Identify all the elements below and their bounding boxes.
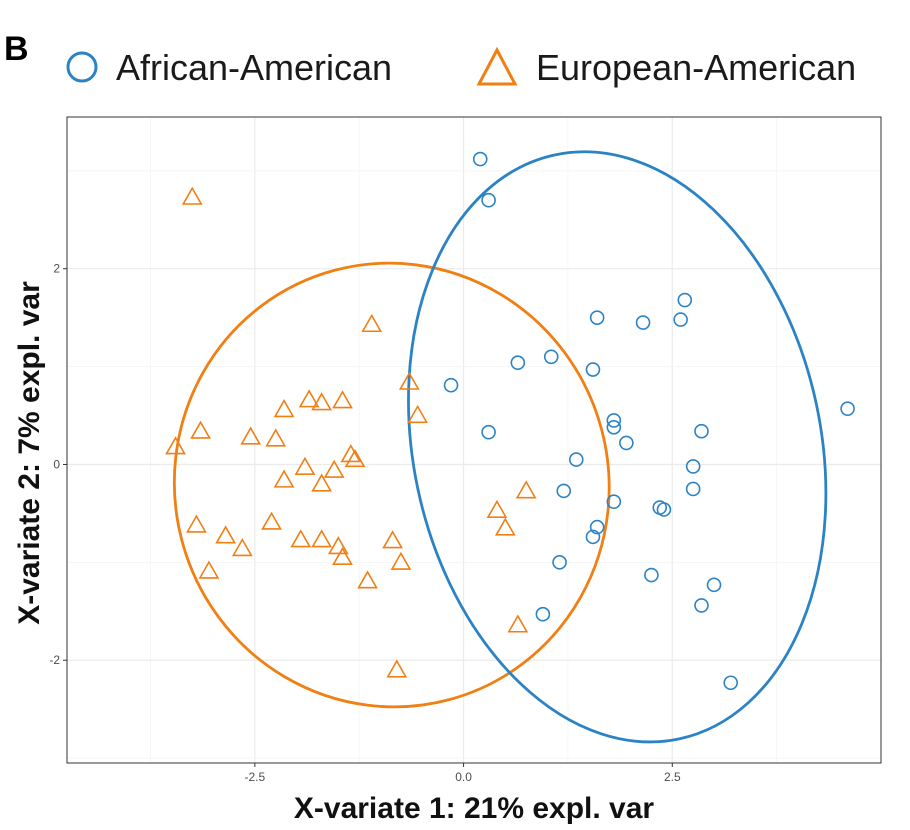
point-african-american xyxy=(585,529,601,545)
point-european-american xyxy=(332,390,353,409)
point-african-american xyxy=(606,419,622,435)
axis-ticks: -2.5 0.0 2.5 -2 0 2 xyxy=(49,262,681,784)
point-african-american xyxy=(723,675,739,691)
point-european-american xyxy=(327,536,349,555)
point-european-american xyxy=(273,469,295,488)
point-african-american xyxy=(481,424,496,440)
point-european-american xyxy=(198,560,220,579)
point-african-american xyxy=(568,452,584,467)
point-european-american xyxy=(486,499,508,519)
point-european-american xyxy=(311,392,333,411)
point-african-american xyxy=(840,401,855,416)
y-tick-label: 2 xyxy=(53,262,60,276)
point-european-american xyxy=(382,530,403,549)
point-european-american xyxy=(261,511,282,530)
point-african-american xyxy=(644,567,659,583)
point-african-american xyxy=(552,555,567,570)
x-axis-title: X-variate 1: 21% expl. var xyxy=(294,792,655,825)
point-european-american xyxy=(273,399,295,418)
point-african-american xyxy=(585,362,601,377)
legend-circle-icon xyxy=(66,51,98,83)
point-european-american xyxy=(357,570,378,589)
point-african-american xyxy=(472,151,488,167)
point-african-american xyxy=(656,502,672,517)
point-african-american xyxy=(535,606,551,622)
point-european-american xyxy=(386,659,408,678)
ellipse-african-american xyxy=(407,150,828,744)
point-european-american xyxy=(507,614,529,633)
point-african-american xyxy=(510,355,526,370)
point-african-american xyxy=(677,292,693,308)
ellipse-european-american xyxy=(172,261,611,709)
point-african-american xyxy=(685,459,701,474)
legend: African-American European-American xyxy=(66,46,856,88)
point-african-american xyxy=(589,519,605,535)
plot-background xyxy=(67,117,881,763)
x-tick-label: -2.5 xyxy=(245,770,266,784)
point-european-american xyxy=(231,538,253,557)
point-european-american xyxy=(215,525,237,544)
point-african-american xyxy=(685,481,701,497)
point-african-american xyxy=(673,312,688,327)
point-european-american xyxy=(332,546,353,566)
point-european-american xyxy=(265,428,287,447)
point-european-american xyxy=(240,426,262,445)
point-european-american xyxy=(407,404,429,424)
point-african-american xyxy=(556,483,572,499)
grid-lines xyxy=(67,117,882,763)
point-european-american xyxy=(494,517,516,536)
plot-frame xyxy=(66,116,882,764)
point-african-american xyxy=(443,377,459,393)
point-european-american xyxy=(311,473,333,492)
legend-triangle-icon xyxy=(476,46,518,86)
point-african-american xyxy=(606,494,622,509)
legend-label-african-american: African-American xyxy=(116,47,392,88)
point-european-american xyxy=(515,480,537,499)
y-tick-label: -2 xyxy=(49,653,60,667)
point-european-american xyxy=(294,456,316,475)
point-european-american xyxy=(290,529,312,548)
point-european-american xyxy=(311,529,333,548)
point-european-american xyxy=(344,448,366,468)
point-european-american xyxy=(165,436,186,455)
point-european-american xyxy=(361,313,383,333)
point-african-american xyxy=(635,315,651,330)
legend-label-european-american: European-American xyxy=(536,47,856,88)
point-european-american xyxy=(186,514,207,533)
point-african-american xyxy=(694,423,709,439)
point-european-american xyxy=(340,444,362,463)
confidence-ellipses xyxy=(172,150,828,744)
x-tick-label: 0.0 xyxy=(455,770,472,784)
data-points xyxy=(165,151,855,691)
point-european-american xyxy=(323,459,345,478)
point-african-american xyxy=(543,349,559,365)
point-african-american xyxy=(481,192,496,208)
point-european-american xyxy=(190,420,211,439)
point-european-american xyxy=(181,186,203,205)
point-african-american xyxy=(589,310,605,325)
point-european-american xyxy=(398,371,420,390)
point-african-american xyxy=(694,598,709,613)
panel-label: B xyxy=(4,30,29,68)
y-axis-title: X-variate 2: 7% expl. var xyxy=(13,281,46,625)
point-european-american xyxy=(390,551,412,570)
x-tick-label: 2.5 xyxy=(664,770,681,784)
point-african-american xyxy=(606,413,622,428)
point-european-american xyxy=(298,389,320,408)
point-african-american xyxy=(619,435,634,451)
point-african-american xyxy=(706,577,722,593)
y-tick-label: 0 xyxy=(53,457,60,471)
